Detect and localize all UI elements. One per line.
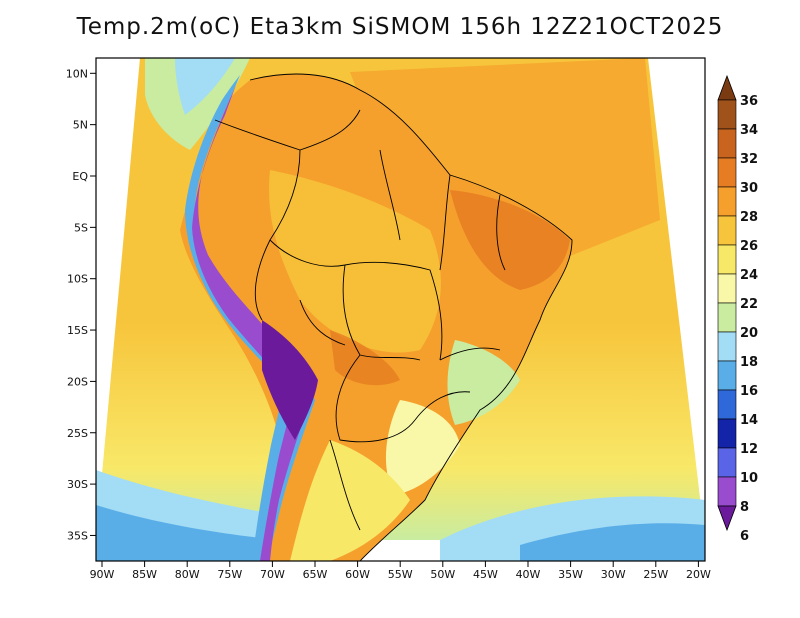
uruguay-pampa: [290, 440, 410, 561]
colorbar-label: 20: [740, 326, 758, 341]
lon-tick-label: 75W: [217, 568, 242, 581]
colorbar-label: 10: [740, 471, 758, 486]
lon-tick-label: 60W: [345, 568, 370, 581]
lon-tick-label: 45W: [473, 568, 498, 581]
colorbar-swatch: [717, 157, 737, 188]
colorbar-swatch: [717, 476, 737, 507]
colorbar-swatch: [717, 302, 737, 333]
colorbar-swatch: [717, 186, 737, 217]
map-title: Temp.2m(oC) Eta3km SiSMOM 156h 12Z21OCT2…: [76, 14, 724, 40]
southeast-cool: [447, 340, 520, 425]
colorbar-label: 8: [740, 500, 749, 515]
colorbar-swatch: [717, 331, 737, 362]
colorbar-swatch: [717, 447, 737, 478]
lon-tick-label: 70W: [260, 568, 285, 581]
lat-tick-label: 30S: [67, 478, 88, 491]
lon-tick-label: 25W: [643, 568, 668, 581]
lat-tick-label: 35S: [67, 529, 88, 542]
colorbar-label: 26: [740, 239, 758, 254]
colorbar-label: 24: [740, 268, 758, 283]
colorbar-swatch: [717, 389, 737, 420]
lat-tick-label: 10N: [66, 67, 88, 80]
colorbar-label: 30: [740, 181, 758, 196]
lat-tick-label: 10S: [67, 273, 88, 286]
colorbar-swatch: [717, 128, 737, 159]
colorbar-swatch: [717, 244, 737, 275]
political-boundaries: [214, 73, 573, 561]
lon-tick-label: 80W: [175, 568, 200, 581]
colorbar-label: 18: [740, 355, 758, 370]
lat-tick-label: 20S: [67, 375, 88, 388]
colorbar-label: 16: [740, 384, 758, 399]
lat-tick-label: EQ: [72, 170, 88, 183]
lon-tick-label: 85W: [132, 568, 157, 581]
colorbar-label: 36: [740, 94, 758, 109]
south-atlantic-cold: [520, 523, 705, 561]
south-cold-band: [96, 505, 280, 561]
colorbar-label: 34: [740, 123, 758, 138]
colorbar: 36 34 32 30 28 26 24 22 20 18 16 14 12 10 8 6: [717, 74, 758, 544]
colorbar-top-arrow: [717, 74, 737, 101]
lon-tick-label: 20W: [686, 568, 711, 581]
lat-tick-label: 5N: [73, 119, 88, 132]
longitude-axis: 90W 85W 80W 75W 70W 65W 60W 55W 50W 45W 40W 35W 30W 2…: [90, 561, 711, 581]
lon-tick-label: 55W: [388, 568, 413, 581]
lon-tick-label: 50W: [430, 568, 455, 581]
colorbar-swatch: [717, 99, 737, 130]
colorbar-label: 32: [740, 152, 758, 167]
lon-tick-label: 30W: [601, 568, 626, 581]
lat-tick-label: 25S: [67, 427, 88, 440]
colorbar-swatch: [717, 418, 737, 449]
colorbar-label: 22: [740, 297, 758, 312]
altiplano: [262, 320, 318, 440]
south-brazil-cool: [385, 400, 460, 495]
colorbar-label: 6: [740, 529, 749, 544]
colorbar-bottom-arrow: [717, 505, 737, 532]
lon-tick-label: 35W: [558, 568, 583, 581]
warm-atlantic: [350, 58, 660, 260]
pacific-northwest-colder: [175, 58, 235, 115]
colorbar-label: 12: [740, 442, 758, 457]
colorbar-swatch: [717, 360, 737, 391]
colorbar-label: 28: [740, 210, 758, 225]
map-field: [96, 58, 705, 561]
lat-tick-label: 15S: [67, 324, 88, 337]
northeast-hot: [450, 190, 570, 290]
colorbar-swatch: [717, 215, 737, 246]
lon-tick-label: 40W: [516, 568, 541, 581]
lon-tick-label: 65W: [303, 568, 328, 581]
andes-core: [192, 85, 310, 561]
colorbar-label: 14: [740, 413, 758, 428]
chaco-warm: [330, 330, 400, 386]
latitude-axis: 10N 5N EQ 5S 10S 15S 20S 25S 30S 35S: [66, 67, 96, 542]
colorbar-swatch: [717, 273, 737, 304]
central-brazil-yellow: [269, 170, 441, 353]
andes-mountains: [185, 75, 315, 561]
lon-tick-label: 90W: [90, 568, 115, 581]
lat-tick-label: 5S: [74, 221, 88, 234]
